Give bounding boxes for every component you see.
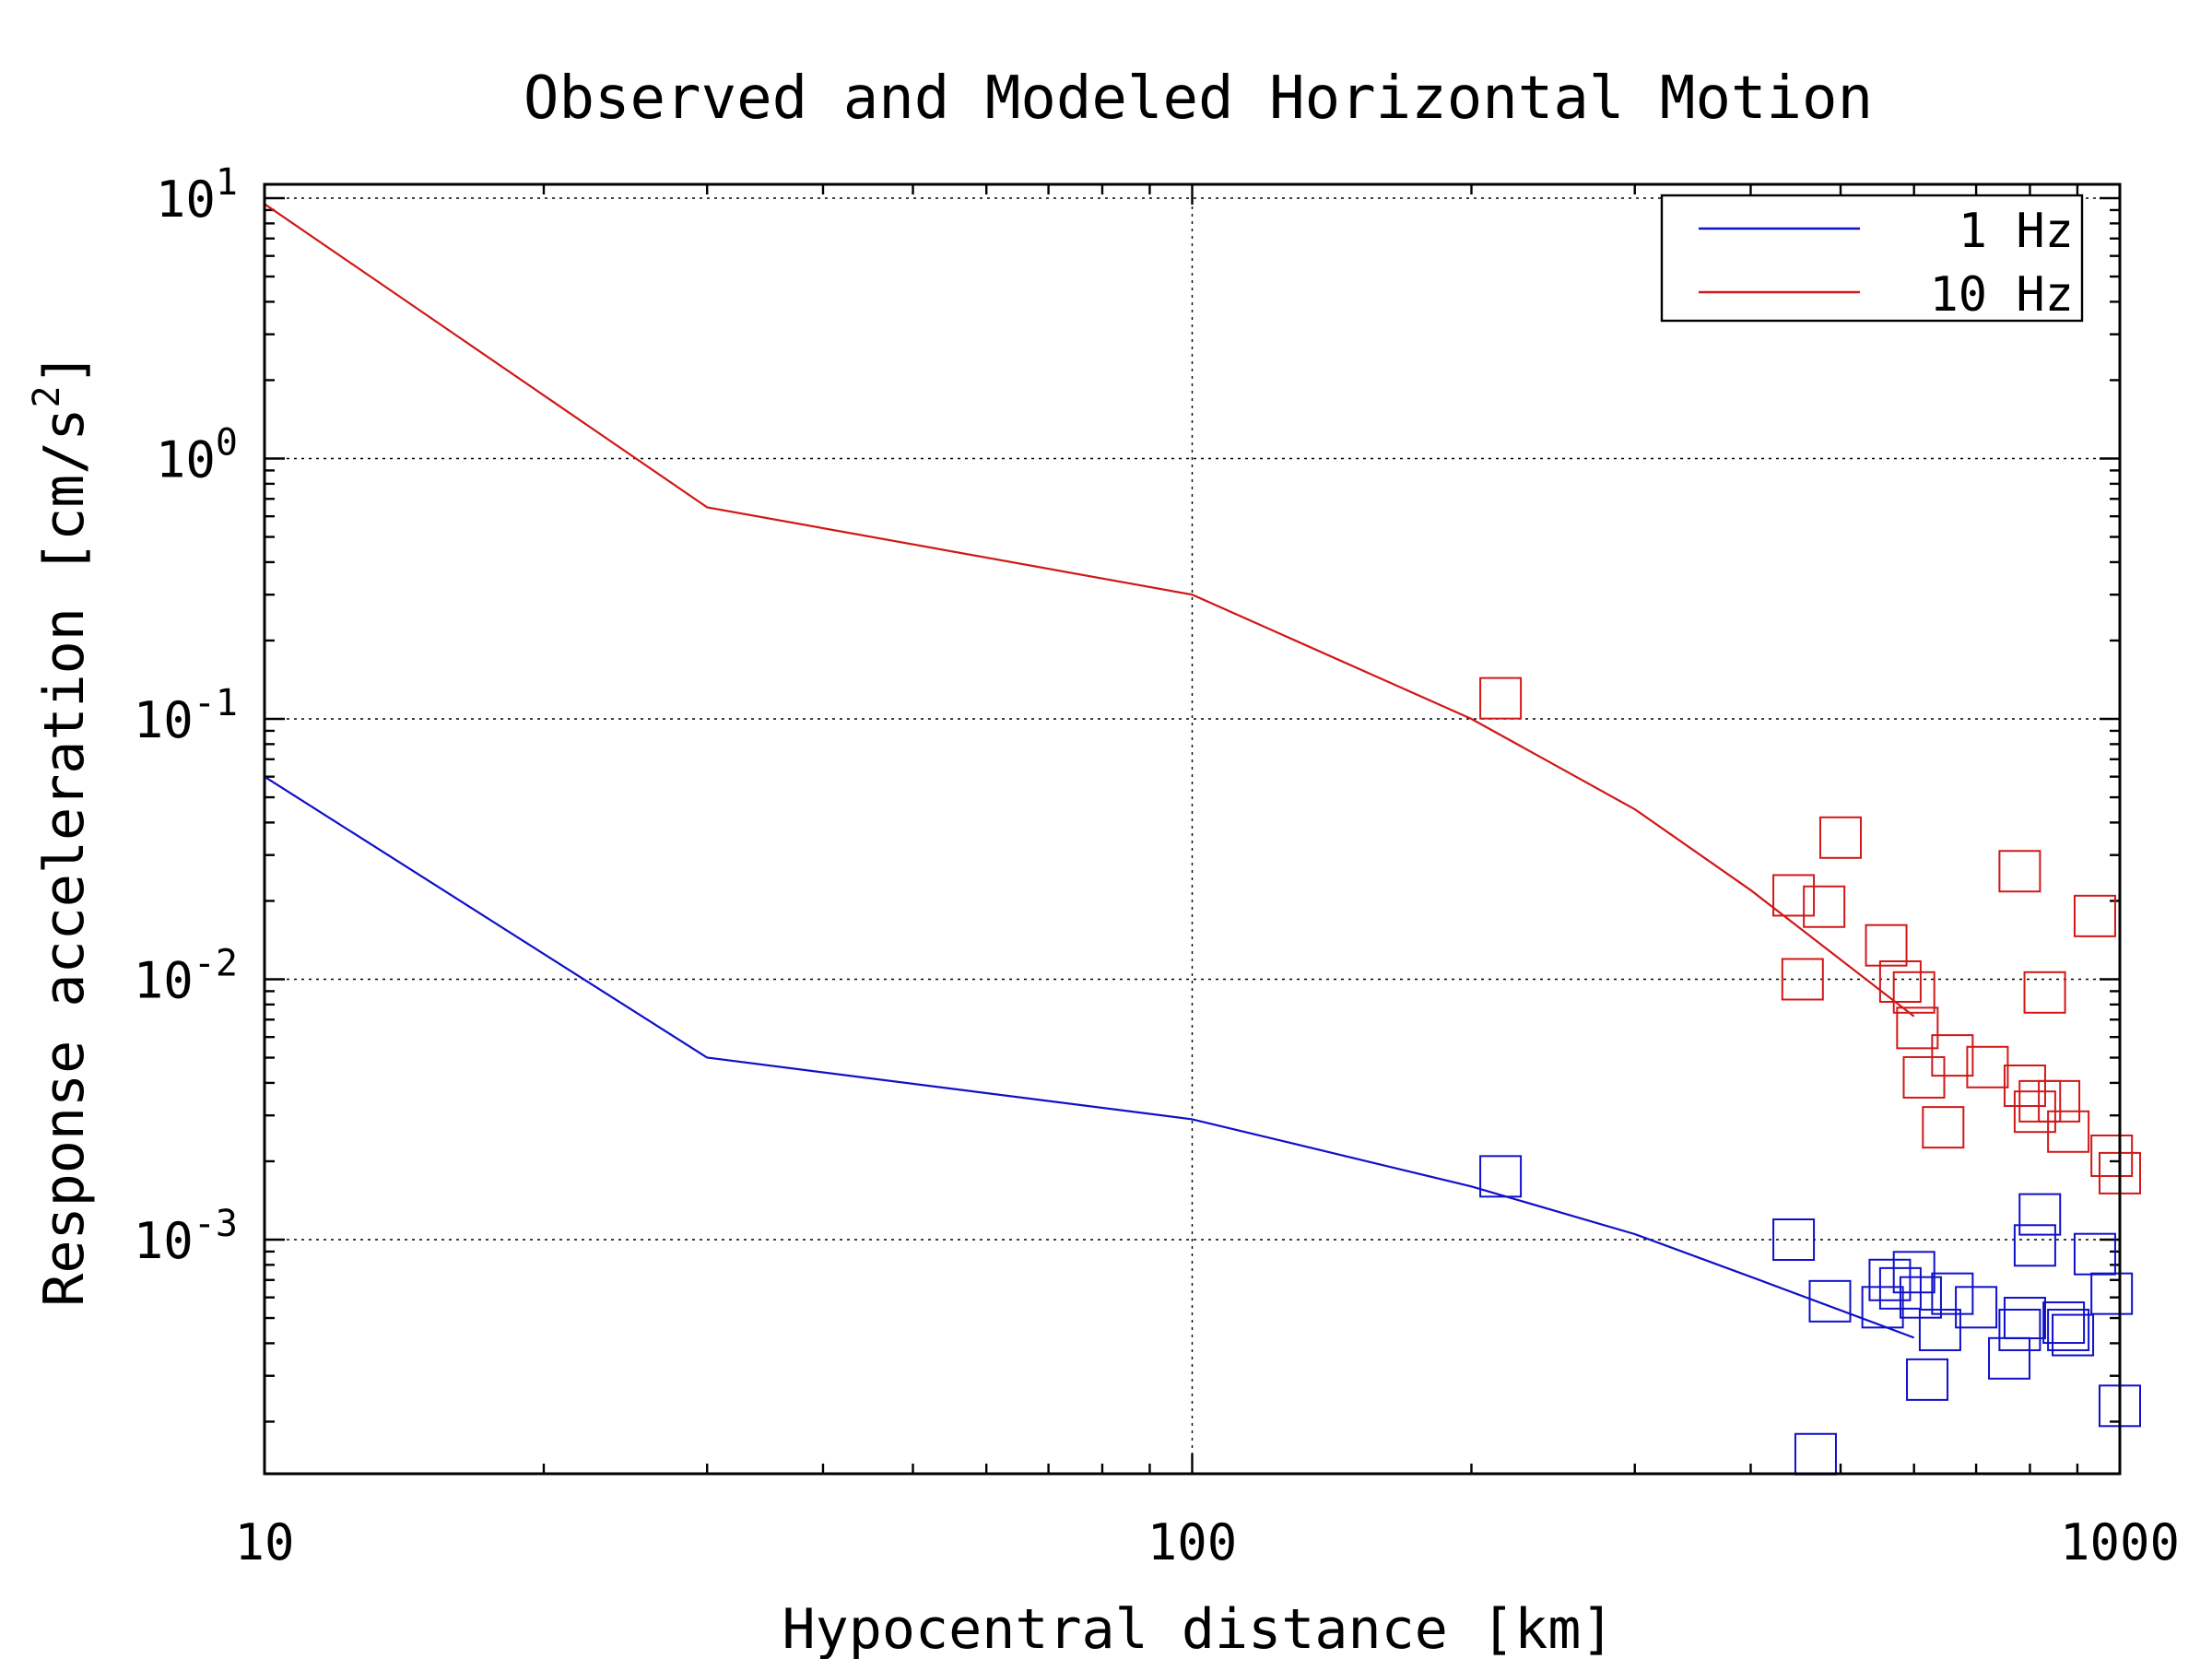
x-axis-label: Hypocentral distance [km] [782, 1597, 1614, 1659]
x-tick-label: 1000 [2060, 1513, 2180, 1571]
y-tick-base: 10 [156, 431, 216, 489]
observed-point-1hz [2042, 1301, 2086, 1345]
grid-layer [265, 184, 2120, 1474]
observed-point-10hz [1922, 1106, 1965, 1149]
observed-point-1hz [1918, 1308, 1961, 1351]
legend: 1 Hz 10 Hz [1660, 194, 2084, 323]
y-tick-label: 10-2 [134, 943, 238, 1010]
observed-point-1hz [2052, 1313, 2095, 1357]
observed-point-1hz [1861, 1286, 1904, 1329]
y-tick-exponent: -2 [194, 943, 238, 985]
y-tick-base: 10 [156, 171, 216, 229]
data-layer [264, 203, 2141, 1476]
y-tick-exponent: -1 [194, 682, 238, 724]
observed-point-1hz [1772, 1218, 1816, 1261]
x-tick-label: 100 [1147, 1513, 1238, 1571]
y-axis-label-sup: 2 [26, 385, 68, 407]
observed-point-10hz [1878, 959, 1922, 1003]
observed-point-10hz [1819, 816, 1863, 859]
model-line-1hz [264, 775, 1915, 1339]
x-tick-labels: 10 100 1000 [234, 1513, 2180, 1571]
observed-point-10hz [2090, 1134, 2134, 1177]
observed-point-1hz [2013, 1224, 2056, 1267]
y-tick-label: 10-1 [134, 682, 238, 749]
observed-point-10hz [2018, 1079, 2062, 1123]
observed-point-1hz [1868, 1258, 1912, 1301]
observed-point-10hz [1998, 850, 2041, 893]
observed-point-1hz [1808, 1279, 1852, 1323]
y-tick-exponent: -3 [194, 1203, 238, 1245]
observed-point-10hz [2003, 1065, 2046, 1108]
observed-point-1hz [2073, 1232, 2116, 1276]
observed-point-10hz [1803, 885, 1846, 928]
observed-point-1hz [2047, 1308, 2090, 1351]
observed-point-10hz [1902, 1055, 1946, 1099]
plot-frame [263, 182, 2122, 1476]
observed-point-10hz [2073, 894, 2116, 937]
observed-point-10hz [1479, 677, 1523, 720]
y-tick-base: 10 [134, 691, 194, 749]
observed-point-10hz [2023, 971, 2066, 1014]
observed-point-1hz [1988, 1336, 2031, 1380]
y-tick-label: 101 [156, 161, 238, 229]
observed-point-1hz [1998, 1308, 2041, 1351]
observed-point-10hz [1781, 958, 1824, 1001]
y-axis-label-end: ] [32, 352, 97, 385]
observed-point-1hz [1899, 1276, 1942, 1319]
observed-point-10hz [2038, 1079, 2081, 1123]
observed-point-10hz [1896, 1006, 1939, 1050]
observed-point-10hz [1892, 971, 1936, 1014]
observed-point-1hz [2090, 1272, 2134, 1315]
observed-point-1hz [1906, 1358, 1949, 1401]
observed-point-10hz [1865, 924, 1908, 967]
y-tick-label: 10-3 [134, 1203, 238, 1270]
observed-point-1hz [1955, 1286, 1998, 1329]
legend-label-10hz: 10 Hz [1929, 267, 2074, 323]
legend-label-1hz: 1 Hz [1959, 204, 2074, 259]
legend-box [1660, 194, 2084, 323]
observed-point-1hz [1794, 1432, 1837, 1476]
model-line-10hz [264, 203, 1915, 1018]
observed-point-10hz [1772, 874, 1816, 917]
y-tick-base: 10 [134, 1212, 194, 1270]
chart-title: Observed and Modeled Horizontal Motion [524, 65, 1873, 133]
observed-point-10hz [1931, 1034, 1974, 1077]
x-tick-label: 10 [234, 1513, 294, 1571]
observed-point-10hz [2047, 1110, 2090, 1153]
y-tick-label: 100 [156, 422, 238, 489]
y-axis-label-main: Response acceleration [cm/s [32, 407, 97, 1306]
y-tick-exponent: 0 [216, 422, 238, 465]
y-tick-base: 10 [134, 952, 194, 1010]
observed-point-1hz [1931, 1272, 1974, 1315]
observed-point-1hz [2018, 1193, 2062, 1236]
observed-point-10hz [1966, 1045, 2009, 1088]
observed-point-1hz [1892, 1251, 1936, 1294]
observed-point-1hz [2003, 1297, 2046, 1340]
y-tick-exponent: 1 [216, 161, 238, 204]
observed-point-1hz [1479, 1155, 1523, 1198]
y-axis-label: Response acceleration [cm/s2] [26, 352, 97, 1307]
